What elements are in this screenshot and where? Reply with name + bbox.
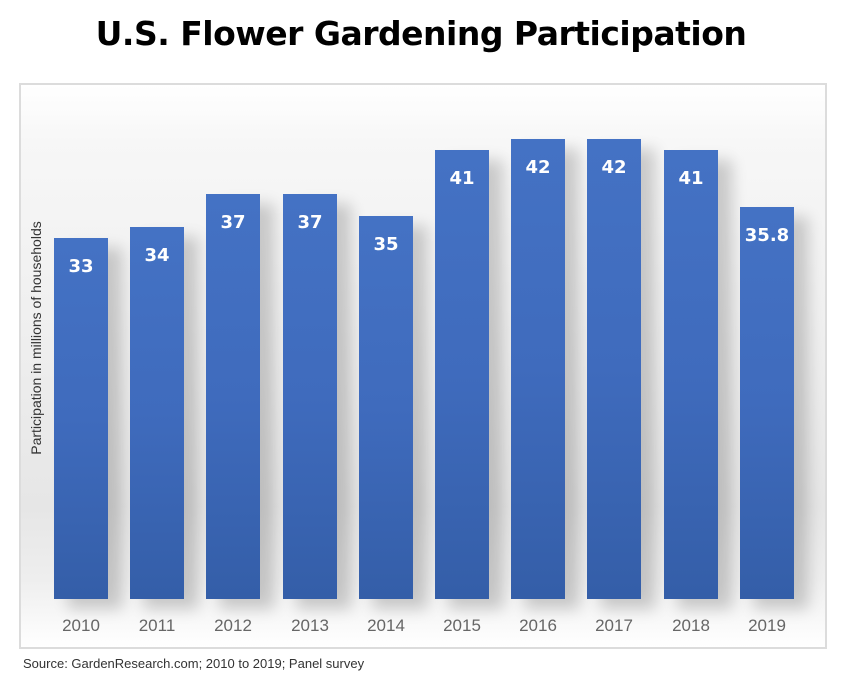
bar-value-label: 34 [144,245,170,266]
x-tick-label: 2013 [291,616,329,635]
bar-2010: 33 [54,238,108,599]
bar-value-label: 41 [449,168,475,189]
x-tick-label: 2010 [62,616,100,635]
bar-2015: 41 [435,150,489,599]
chart-title: U.S. Flower Gardening Participation [95,14,747,53]
bar-value-label: 37 [297,212,323,233]
x-tick-label: 2016 [519,616,557,635]
x-tick-label: 2019 [748,616,786,635]
bar-value-label: 42 [525,157,551,178]
bar-2011: 34 [130,227,184,599]
x-tick-label: 2018 [672,616,710,635]
x-tick-label: 2015 [443,616,481,635]
y-axis-label: Participation in millions of households [28,221,44,455]
x-tick-label: 2011 [138,616,176,635]
x-tick-label: 2012 [214,616,252,635]
bar-value-label: 35 [373,234,399,255]
x-tick-label: 2017 [595,616,633,635]
bar-2013: 37 [283,194,337,599]
bar-2016: 42 [511,139,565,599]
bar-2012: 37 [206,194,260,599]
bar-2018: 41 [664,150,718,599]
bar-2014: 35 [359,216,413,599]
source-note: Source: GardenResearch.com; 2010 to 2019… [23,656,365,671]
x-tick-label: 2014 [367,616,405,635]
bar-value-label: 37 [220,212,246,233]
bar-value-label: 41 [678,168,704,189]
bar-value-label: 35.8 [744,225,790,246]
bar-2019: 35.8 [740,207,794,599]
bar-2017: 42 [587,139,641,599]
bar-value-label: 42 [601,157,627,178]
bar-value-label: 33 [68,256,94,277]
